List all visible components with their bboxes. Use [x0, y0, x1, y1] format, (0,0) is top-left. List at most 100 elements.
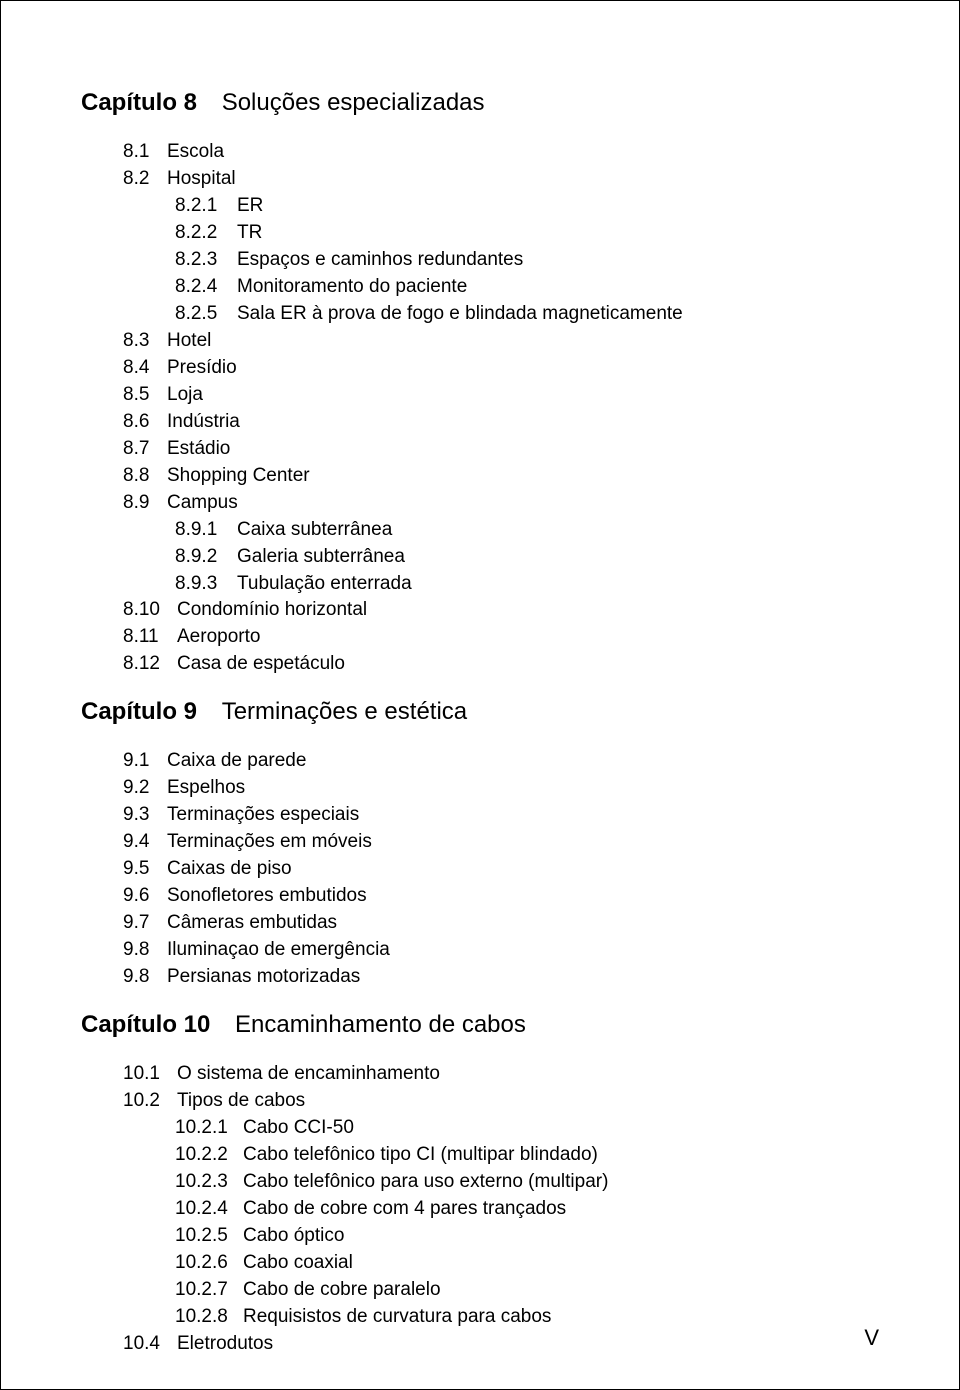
subitem-text: Cabo de cobre com 4 pares trançados [243, 1198, 566, 1219]
subitem-text: Tubulação enterrada [237, 573, 412, 594]
item-text: Indústria [167, 411, 240, 432]
subitem-num: 10.2.3 [175, 1169, 243, 1196]
item-text: Casa de espetáculo [177, 653, 345, 674]
subitem-num: 8.2.4 [175, 274, 237, 301]
chapter-title: Encaminhamento de cabos [235, 1011, 526, 1038]
toc-subitem: 8.9.3Tubulação enterrada [175, 571, 879, 598]
subitem-num: 8.9.3 [175, 571, 237, 598]
toc-item: 9.3Terminações especiais [123, 802, 879, 829]
toc-item: 8.12Casa de espetáculo [123, 651, 879, 678]
toc-subitem: 10.2.6Cabo coaxial [175, 1250, 879, 1277]
subitem-text: Cabo coaxial [243, 1252, 353, 1273]
toc-item: 8.3Hotel [123, 328, 879, 355]
subitem-text: Monitoramento do paciente [237, 276, 467, 297]
toc-item: 9.1Caixa de parede [123, 748, 879, 775]
toc-item: 9.7Câmeras embutidas [123, 910, 879, 937]
subitem-num: 8.9.2 [175, 544, 237, 571]
item-text: Iluminaçao de emergência [167, 939, 390, 960]
chapter-number: Capítulo 10 [81, 1011, 210, 1038]
item-num: 9.3 [123, 802, 167, 829]
subitem-text: TR [237, 222, 262, 243]
item-text: Persianas motorizadas [167, 966, 360, 987]
toc-subitem: 10.2.5Cabo óptico [175, 1223, 879, 1250]
item-num: 8.2 [123, 166, 167, 193]
item-num: 8.3 [123, 328, 167, 355]
chapter-heading: Capítulo 8 Soluções especializadas [81, 89, 879, 117]
chapter-number: Capítulo 9 [81, 698, 197, 725]
item-num: 9.5 [123, 856, 167, 883]
toc-item: 8.6Indústria [123, 409, 879, 436]
toc-item: 10.1O sistema de encaminhamento [123, 1061, 879, 1088]
toc-subitem: 8.2.4Monitoramento do paciente [175, 274, 879, 301]
subitem-text: Cabo de cobre paralelo [243, 1279, 441, 1300]
item-num: 10.1 [123, 1061, 177, 1088]
item-num: 8.7 [123, 436, 167, 463]
item-text: Aeroporto [177, 626, 260, 647]
chapter-number: Capítulo 8 [81, 89, 197, 116]
subitem-num: 10.2.5 [175, 1223, 243, 1250]
chapter10-list: 10.1O sistema de encaminhamento 10.2Tipo… [123, 1061, 879, 1358]
item-num: 8.6 [123, 409, 167, 436]
toc-subitem: 8.2.2TR [175, 220, 879, 247]
toc-subitem: 10.2.8Requisistos de curvatura para cabo… [175, 1304, 879, 1331]
item-num: 9.8 [123, 937, 167, 964]
item-text: Estádio [167, 438, 230, 459]
toc-subitem: 8.2.1ER [175, 193, 879, 220]
subitem-text: Cabo CCI-50 [243, 1117, 354, 1138]
toc-subitem: 8.2.3Espaços e caminhos redundantes [175, 247, 879, 274]
subitem-text: ER [237, 195, 263, 216]
item-text: Hospital [167, 168, 236, 189]
item-num: 9.4 [123, 829, 167, 856]
toc-subitem: 10.2.1Cabo CCI-50 [175, 1115, 879, 1142]
item-text: Sonofletores embutidos [167, 885, 367, 906]
item-num: 9.7 [123, 910, 167, 937]
item-num: 9.1 [123, 748, 167, 775]
toc-item: 8.9Campus [123, 490, 879, 517]
toc-item: 9.2Espelhos [123, 775, 879, 802]
item-text: Presídio [167, 357, 237, 378]
item-num: 8.4 [123, 355, 167, 382]
subitem-text: Cabo óptico [243, 1225, 344, 1246]
toc-item: 8.2Hospital [123, 166, 879, 193]
subitem-text: Sala ER à prova de fogo e blindada magne… [237, 303, 683, 324]
toc-sub-block: 8.2.1ER 8.2.2TR 8.2.3Espaços e caminhos … [175, 193, 879, 328]
toc-item: 8.7Estádio [123, 436, 879, 463]
item-text: Terminações especiais [167, 804, 359, 825]
item-text: Loja [167, 384, 203, 405]
item-num: 9.8 [123, 964, 167, 991]
item-num: 9.6 [123, 883, 167, 910]
item-text: Shopping Center [167, 465, 310, 486]
chapter8-list: 8.1Escola 8.2Hospital 8.2.1ER 8.2.2TR 8.… [123, 139, 879, 678]
chapter-heading: Capítulo 9 Terminações e estética [81, 698, 879, 726]
subitem-num: 8.2.2 [175, 220, 237, 247]
toc-item: 9.8Persianas motorizadas [123, 964, 879, 991]
toc-item: 8.1Escola [123, 139, 879, 166]
item-num: 8.9 [123, 490, 167, 517]
subitem-text: Cabo telefônico tipo CI (multipar blinda… [243, 1144, 598, 1165]
toc-subitem: 8.9.2Galeria subterrânea [175, 544, 879, 571]
subitem-num: 10.2.2 [175, 1142, 243, 1169]
toc-item: 10.2Tipos de cabos [123, 1088, 879, 1115]
item-num: 8.8 [123, 463, 167, 490]
subitem-text: Caixa subterrânea [237, 519, 392, 540]
item-text: Terminações em móveis [167, 831, 372, 852]
subitem-num: 8.9.1 [175, 517, 237, 544]
toc-item: 9.8Iluminaçao de emergência [123, 937, 879, 964]
page-number: V [864, 1325, 879, 1351]
item-text: Tipos de cabos [177, 1090, 305, 1111]
toc-sub-block: 10.2.1Cabo CCI-50 10.2.2Cabo telefônico … [175, 1115, 879, 1331]
subitem-num: 8.2.3 [175, 247, 237, 274]
item-num: 9.2 [123, 775, 167, 802]
subitem-num: 8.2.5 [175, 301, 237, 328]
item-text: Caixas de piso [167, 858, 292, 879]
chapter-title: Terminações e estética [222, 698, 467, 725]
item-text: Espelhos [167, 777, 245, 798]
toc-item: 9.4Terminações em móveis [123, 829, 879, 856]
item-text: Hotel [167, 330, 211, 351]
toc-subitem: 10.2.2Cabo telefônico tipo CI (multipar … [175, 1142, 879, 1169]
item-num: 8.11 [123, 624, 177, 651]
subitem-num: 8.2.1 [175, 193, 237, 220]
item-text: Condomínio horizontal [177, 599, 367, 620]
item-num: 8.10 [123, 597, 177, 624]
toc-subitem: 10.2.7Cabo de cobre paralelo [175, 1277, 879, 1304]
